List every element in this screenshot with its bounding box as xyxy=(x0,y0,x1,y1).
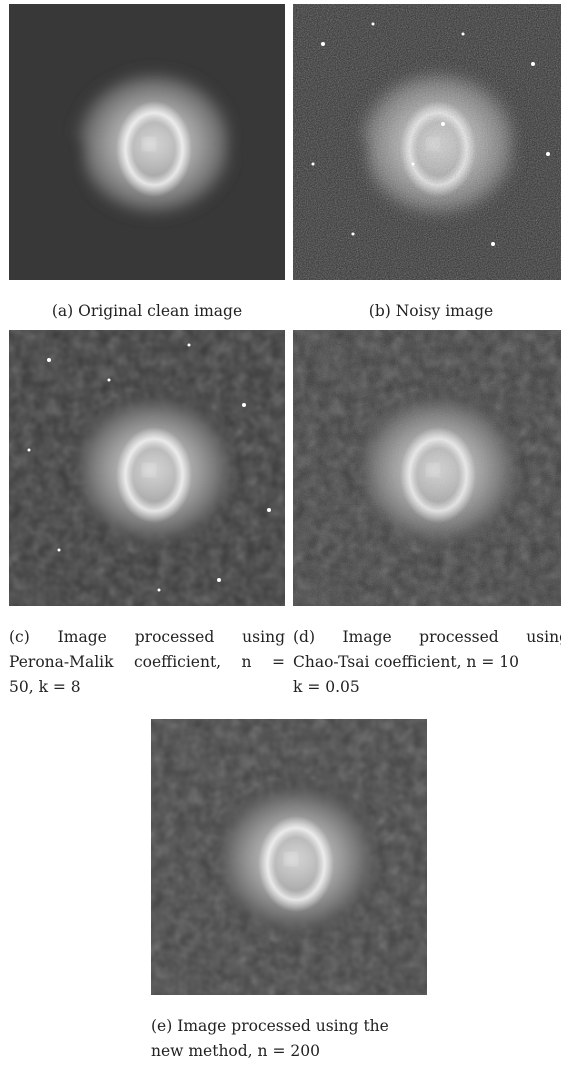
caption-line: (d) Image processed using xyxy=(293,625,561,650)
caption-line: Chao-Tsai coefficient, n = 10 xyxy=(293,650,561,675)
caption-a: (a) Original clean image xyxy=(9,299,285,324)
caption-line: Perona-Malik coefficient, n = xyxy=(9,650,285,675)
caption-line: (c) Image processed using xyxy=(9,625,285,650)
panel-b-image xyxy=(293,4,561,280)
panel-c-image xyxy=(9,330,285,606)
panel-d-image xyxy=(293,330,561,606)
panel-e-image xyxy=(151,719,427,995)
caption-line: 50, k = 8 xyxy=(9,675,285,700)
caption-e: (e) Image processed using the new method… xyxy=(151,1014,427,1064)
panel-a-image xyxy=(9,4,285,280)
caption-b: (b) Noisy image xyxy=(293,299,561,324)
caption-line: (e) Image processed using the xyxy=(151,1014,427,1039)
caption-c: (c) Image processed using Perona-Malik c… xyxy=(9,625,285,700)
page: (a) Original clean image (b) Noisy image… xyxy=(0,0,561,1070)
caption-line: (b) Noisy image xyxy=(293,299,561,324)
caption-line: (a) Original clean image xyxy=(9,299,285,324)
caption-line: k = 0.05 xyxy=(293,675,561,700)
caption-line: new method, n = 200 xyxy=(151,1039,427,1064)
caption-d: (d) Image processed using Chao-Tsai coef… xyxy=(293,625,561,700)
